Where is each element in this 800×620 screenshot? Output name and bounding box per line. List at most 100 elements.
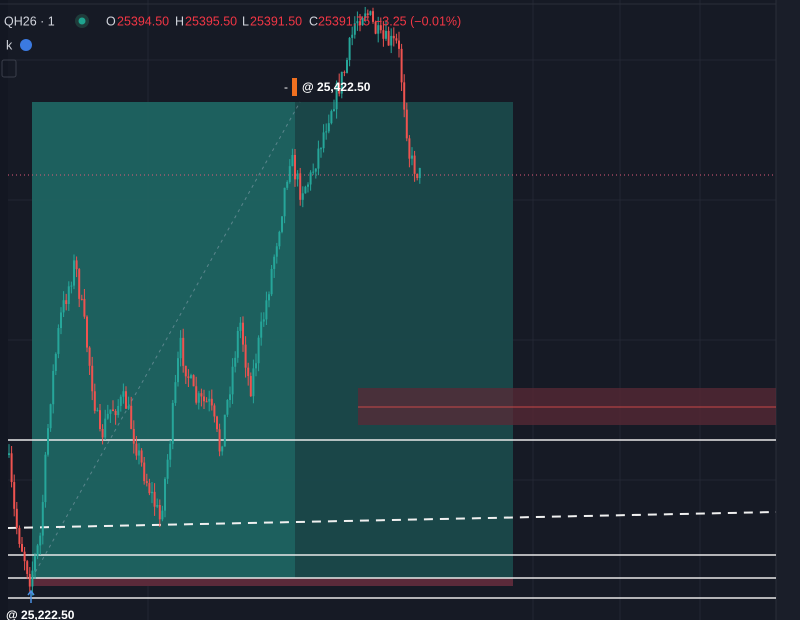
candle-body [138,450,140,456]
candle-body [283,187,286,217]
candle-body [239,322,242,331]
candle-body [281,216,283,232]
candle-body [148,483,151,494]
candle-body [327,123,330,132]
candle-body [333,109,335,112]
candle-body [151,491,153,494]
candle-body [229,394,231,400]
open-label: O [106,14,116,28]
candle-body [60,312,62,329]
candle-body [119,396,122,406]
candle-body [218,429,221,452]
candle-body [265,300,268,320]
close-label: C [309,14,318,28]
candle-body [216,416,218,430]
candle-body [322,132,325,149]
candle-body [156,504,159,507]
candle-body [135,443,138,456]
candle-body [34,556,36,571]
candle-body [301,193,304,200]
candle-body [52,370,55,405]
candle-body [70,285,73,287]
candle-body [249,376,252,397]
candle-body [338,83,341,94]
candle-body [210,398,213,406]
candle-body [413,155,416,174]
candle-body [86,316,88,348]
candle-body [255,363,257,369]
low-label: L [242,14,249,28]
candle-body [392,35,395,39]
candle-body [197,393,200,403]
candle-body [395,38,398,41]
candle-body [244,344,247,368]
candle-body [286,181,289,188]
candle-body [307,184,309,187]
left-edge [0,0,8,620]
candle-body [166,459,169,479]
candle-body [23,551,26,562]
candle-body [174,382,177,403]
candle-body [195,386,198,403]
candle-body [270,268,273,295]
candle-body [379,25,382,31]
trade-path [31,101,301,579]
candle-body [343,71,346,73]
indicator-name[interactable]: k [6,38,13,52]
candle-body [296,173,299,180]
candle-body [67,286,70,305]
candle-body [117,405,120,416]
candle-body [145,481,148,484]
candle-body [26,561,29,574]
candle-body [325,131,328,133]
candle-body [104,418,107,438]
candle-body [171,402,174,444]
candle-body [221,446,224,452]
close-value: 25391.75 [318,14,370,28]
candle-body [314,168,317,172]
candle-body [169,443,172,460]
candle-body [88,347,91,366]
candle-body [200,393,203,397]
candle-body [158,504,161,520]
candle-body [190,375,192,379]
candle-body [91,365,94,392]
candle-body [15,508,18,528]
entry-marker [292,78,297,96]
candle-body [49,404,52,429]
candle-body [317,148,320,169]
candle-body [312,171,315,173]
candle-body [335,83,338,110]
candle-body [257,337,260,364]
candle-body [242,322,244,345]
candle-body [153,491,156,507]
candle-body [262,319,265,322]
candle-body [39,535,42,546]
candle-body [260,321,263,338]
candle-body [372,11,374,22]
candle-body [192,375,195,387]
candle-body [369,11,372,15]
price-scale-panel [776,0,800,620]
candle-body [346,59,348,73]
candle-body [364,13,367,19]
candle-body [187,376,190,379]
candle-body [234,357,237,367]
candle-body [213,405,216,417]
candle-body [112,409,114,412]
candle-body [130,405,133,429]
candle-body [73,260,75,286]
collapse-button[interactable] [1,59,17,78]
candle-body [122,391,125,397]
candle-body [374,21,377,34]
indicator-icon[interactable] [20,39,32,51]
candle-body [382,30,385,39]
stop-zone [32,578,513,586]
low-value: 25391.50 [250,14,302,28]
candle-body [340,71,343,94]
candle-body [356,21,359,24]
candle-body [231,366,234,395]
candle-body [182,337,185,366]
candle-body [366,13,369,15]
candle-body [351,34,354,38]
